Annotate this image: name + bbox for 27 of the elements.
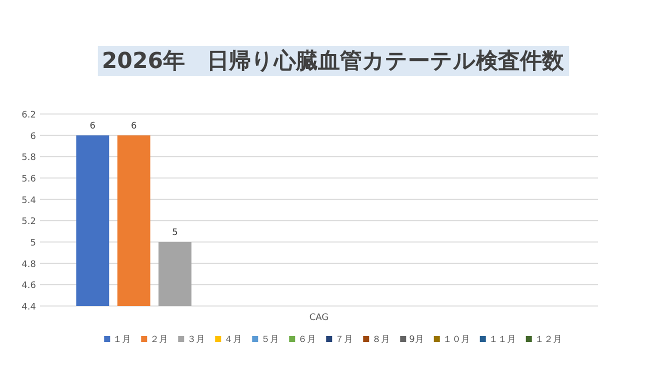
y-tick-label: 5 [30,238,36,248]
legend-label: １０月 [442,335,470,345]
legend-label: ２月 [150,335,168,345]
y-tick-label: 5.6 [22,174,36,184]
x-tick-label: CAG [309,313,329,323]
y-tick-label: 5.2 [22,217,36,228]
legend-label: ８月 [372,335,390,345]
legend-label: ３月 [187,335,206,345]
y-tick-label: 4.8 [22,260,36,270]
data-label: 6 [130,121,137,132]
y-tick-label: 6.2 [22,110,36,120]
legend-label: ６月 [298,335,316,345]
legend-label: １２月 [534,335,562,345]
legend-label: ４月 [224,335,242,345]
y-tick-label: 4.6 [22,281,36,292]
y-tick-label: 6 [30,132,36,142]
legend-label: ５月 [261,335,280,345]
y-tick-label: 4.4 [22,302,36,312]
data-label: 5 [172,228,178,238]
y-tick-label: 5.8 [22,153,36,164]
data-label: 6 [90,121,96,132]
legend-label: 9月 [409,335,424,345]
legend-label: ７月 [335,335,354,345]
legend-label: １月 [113,335,132,345]
chart-title: 2026年 日帰り心臓血管カテーテル検査件数 [102,48,566,74]
legend-label: １１月 [488,335,516,345]
y-tick-label: 5.4 [22,196,36,206]
